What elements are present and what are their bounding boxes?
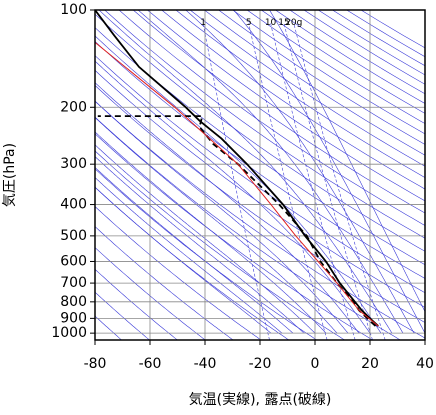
y-tick-label: 700 xyxy=(60,275,87,291)
x-tick-label: 40 xyxy=(416,356,434,372)
x-tick-label: 20 xyxy=(361,356,379,372)
x-tick-label: -60 xyxy=(139,356,162,372)
mixing-ratio-label: 1 xyxy=(200,18,206,28)
x-tick-label: -80 xyxy=(84,356,107,372)
mixing-ratio-label: 20g xyxy=(285,18,302,28)
y-tick-label: 500 xyxy=(60,228,87,244)
mixing-ratio-label: 5 xyxy=(246,18,252,28)
y-tick-label: 1000 xyxy=(51,325,87,341)
y-tick-label: 600 xyxy=(60,253,87,269)
x-tick-label: -20 xyxy=(249,356,272,372)
x-tick-label: 0 xyxy=(311,356,320,372)
y-tick-label: 800 xyxy=(60,294,87,310)
mixing-ratio-label: 10 xyxy=(265,18,277,28)
x-tick-label: -40 xyxy=(194,356,217,372)
y-tick-label: 400 xyxy=(60,197,87,213)
y-tick-label: 300 xyxy=(60,156,87,172)
x-axis-label: 気温(実線), 露点(破線) xyxy=(189,392,332,408)
y-axis-label: 気圧(hPa) xyxy=(2,143,18,207)
y-tick-label: 100 xyxy=(60,2,87,18)
y-tick-label: 900 xyxy=(60,310,87,326)
y-tick-label: 200 xyxy=(60,99,87,115)
